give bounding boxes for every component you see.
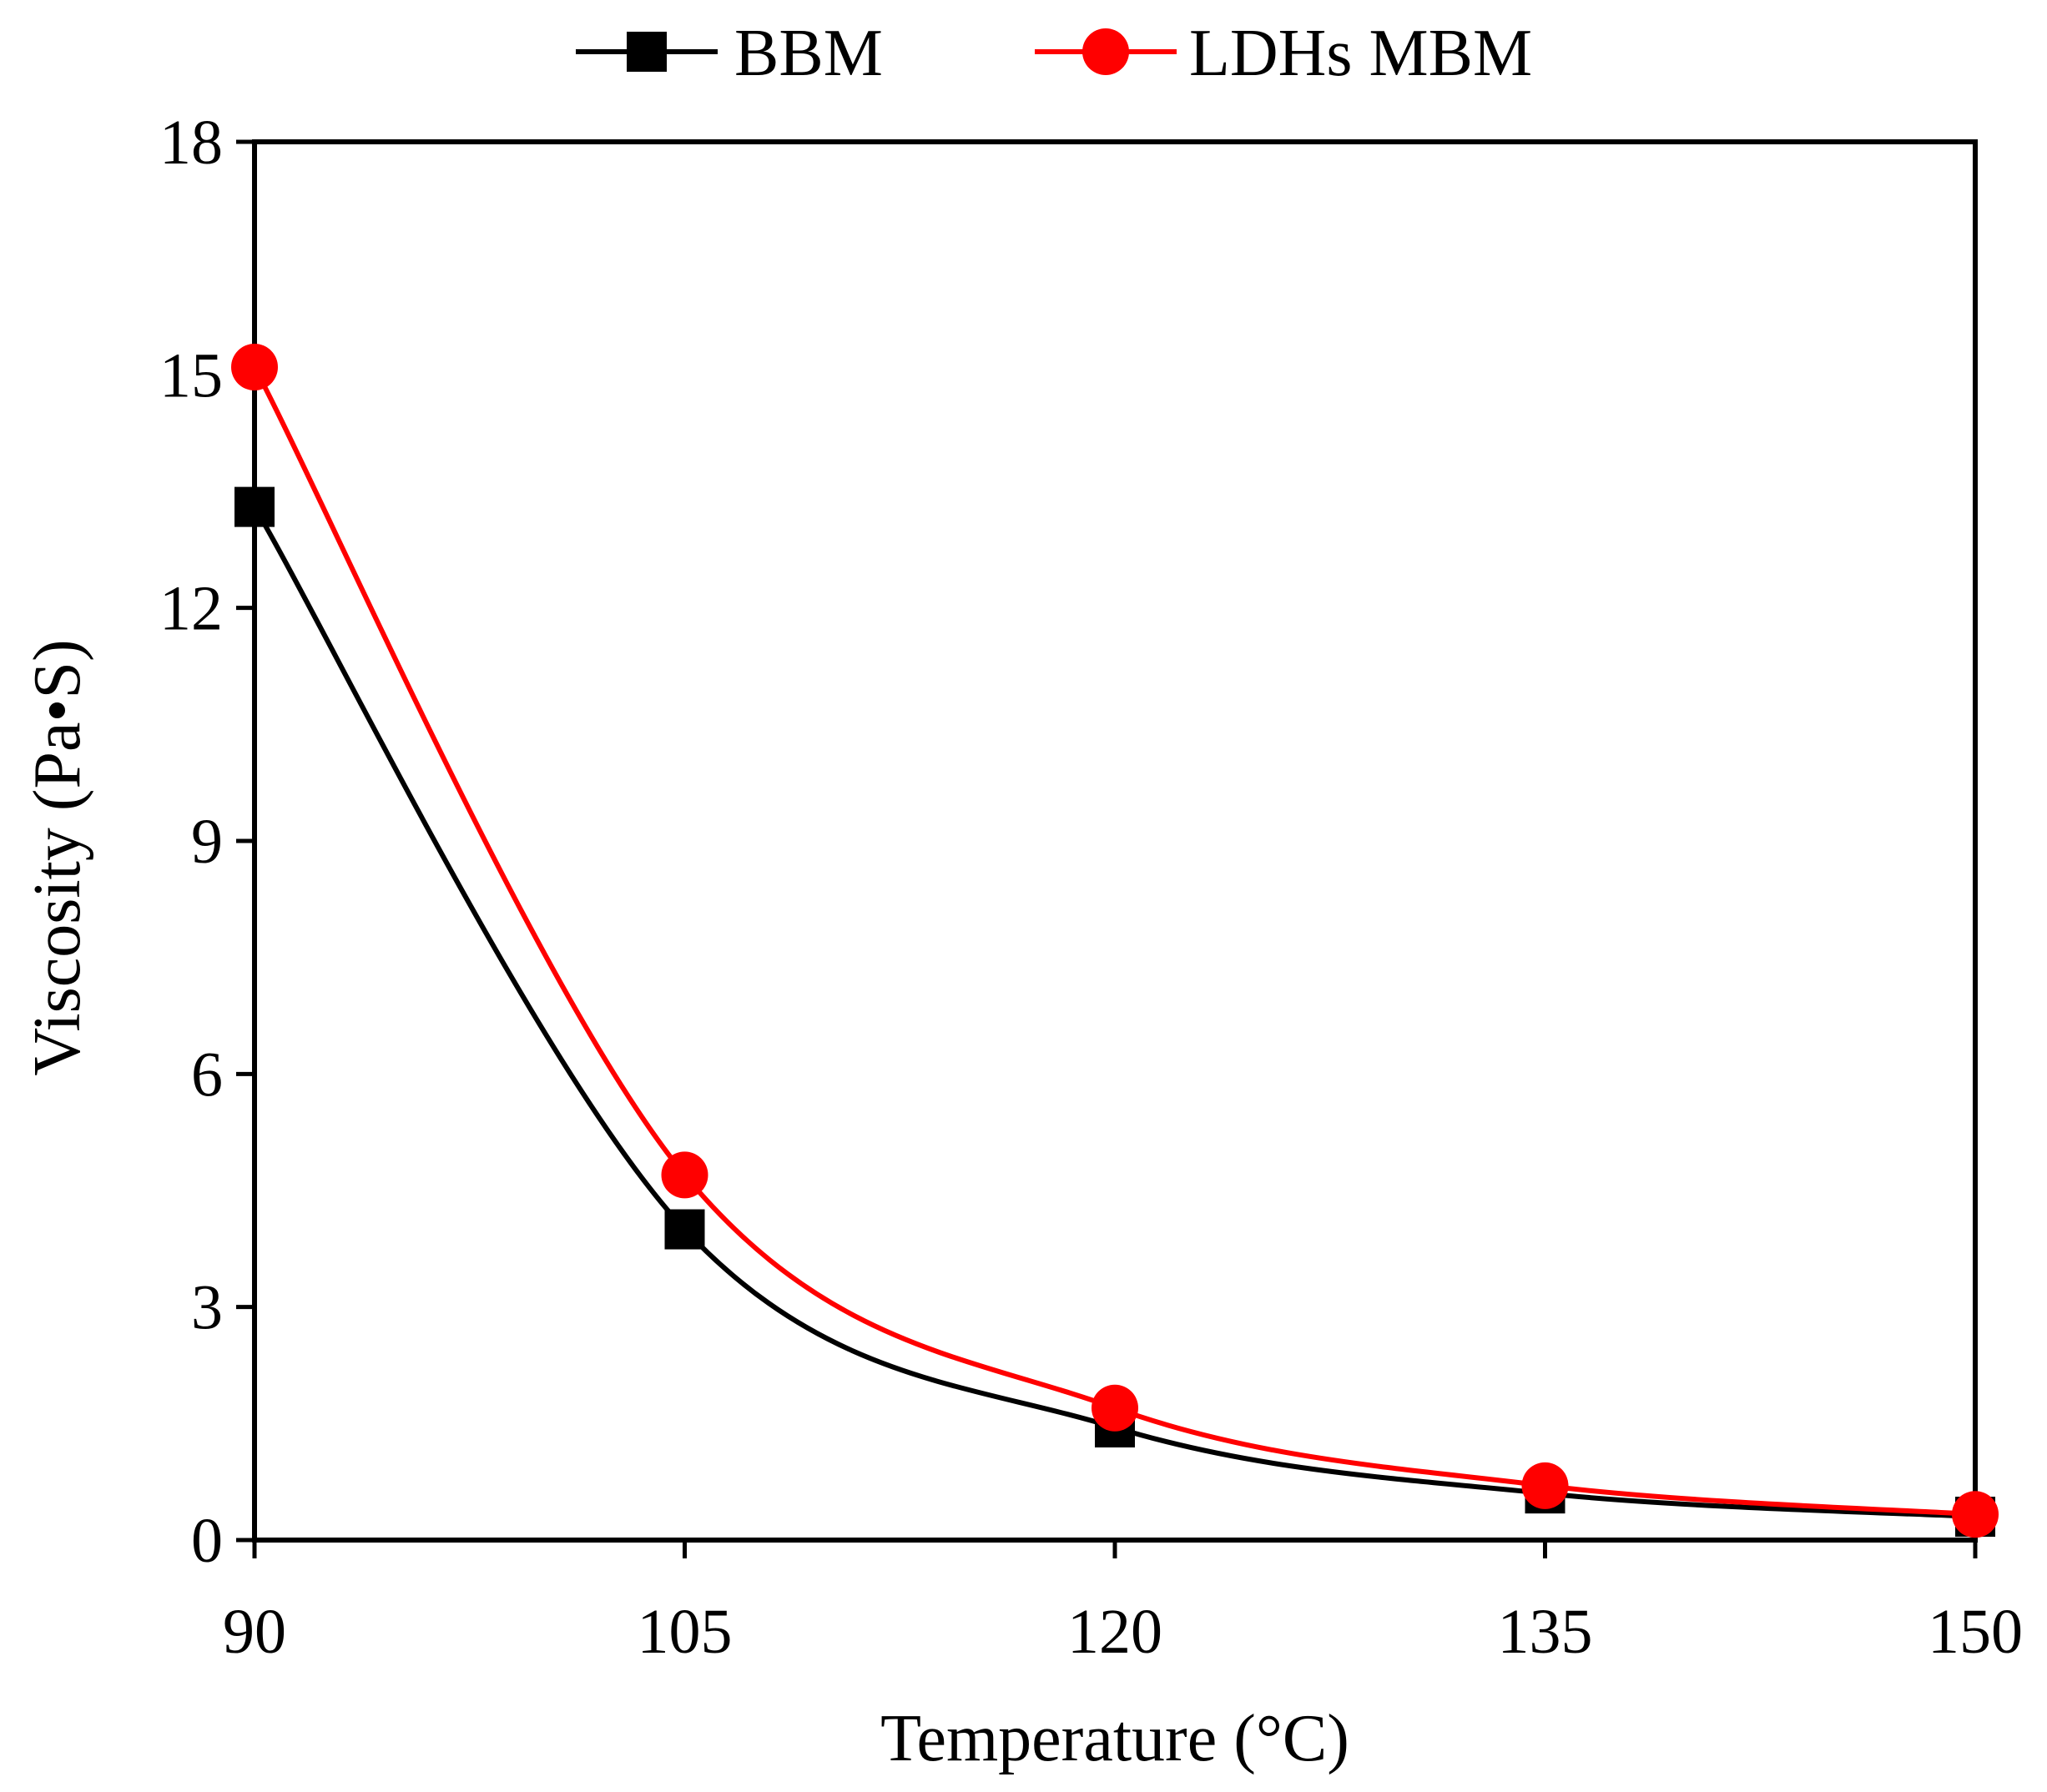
legend-label-bbm: BBM [734,17,883,90]
y-tick-label: 9 [191,807,223,877]
y-axis-title: Viscosity (Pa•S) [21,639,94,1075]
series-line-bbm [252,506,1976,1520]
y-tick-label: 0 [191,1506,223,1576]
data-point-bbm [664,1209,705,1250]
axis-labels: 0 3 6 9 12 15 18 90 105 120 135 150 Temperature (°C)… [21,108,2023,1775]
x-tick-label: 150 [1928,1597,2023,1667]
plot-frame [252,139,1978,1543]
series-layer [231,344,1999,1538]
legend-item-ldhs-mbm: LDHs MBM [1035,17,1532,90]
legend-label-ldhs-mbm: LDHs MBM [1189,17,1532,90]
x-axis-title: Temperature (°C) [880,1702,1349,1775]
data-point-ldhs-mbm [1092,1384,1138,1432]
data-point-bbm [234,486,275,527]
data-point-ldhs-mbm [1521,1462,1569,1509]
data-point-ldhs-mbm [1952,1491,1999,1538]
series-bbm [234,486,1995,1538]
x-tick-label: 90 [223,1597,286,1667]
series-ldhs-mbm [231,344,1999,1538]
series-line-ldhs-mbm [252,365,1976,1518]
y-tick-label: 15 [159,340,223,410]
data-point-ldhs-mbm [661,1151,708,1199]
data-point-ldhs-mbm [231,344,278,391]
y-tick-label: 18 [159,108,223,178]
legend: BBM LDHs MBM [576,17,1532,90]
x-tick-label: 120 [1067,1597,1162,1667]
legend-marker-bbm [627,32,667,72]
y-tick-label: 3 [191,1273,223,1343]
legend-marker-ldhs-mbm [1082,28,1129,75]
legend-item-bbm: BBM [576,17,883,90]
y-tick-label: 6 [191,1039,223,1110]
x-tick-label: 135 [1498,1597,1593,1667]
plot-area [236,139,1978,1558]
x-tick-label: 105 [638,1597,733,1667]
y-tick-label: 12 [159,574,223,644]
